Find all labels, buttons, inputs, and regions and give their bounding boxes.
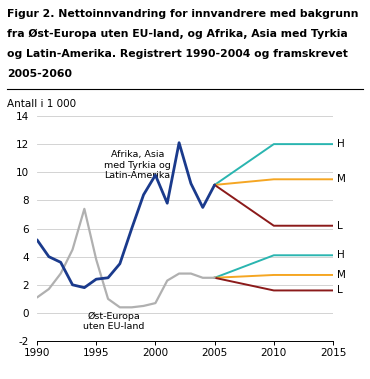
Text: Øst-Europa
uten EU-land: Øst-Europa uten EU-land bbox=[83, 312, 145, 331]
Text: Figur 2. Nettoinnvandring for innvandrere med bakgrunn: Figur 2. Nettoinnvandring for innvandrer… bbox=[7, 9, 359, 19]
Text: H: H bbox=[337, 139, 344, 149]
Text: L: L bbox=[337, 221, 342, 231]
Text: L: L bbox=[337, 285, 342, 296]
Text: og Latin-Amerika. Registrert 1990-2004 og framskrevet: og Latin-Amerika. Registrert 1990-2004 o… bbox=[7, 49, 348, 59]
Text: M: M bbox=[337, 270, 346, 280]
Text: fra Øst-Europa uten EU-land, og Afrika, Asia med Tyrkia: fra Øst-Europa uten EU-land, og Afrika, … bbox=[7, 29, 348, 39]
Text: Antall i 1 000: Antall i 1 000 bbox=[7, 99, 77, 109]
Text: M: M bbox=[337, 174, 346, 184]
Text: 2005-2060: 2005-2060 bbox=[7, 69, 73, 78]
Text: Afrika, Asia
med Tyrkia og
Latin-Amerika: Afrika, Asia med Tyrkia og Latin-Amerika bbox=[104, 150, 171, 180]
Text: H: H bbox=[337, 250, 344, 260]
